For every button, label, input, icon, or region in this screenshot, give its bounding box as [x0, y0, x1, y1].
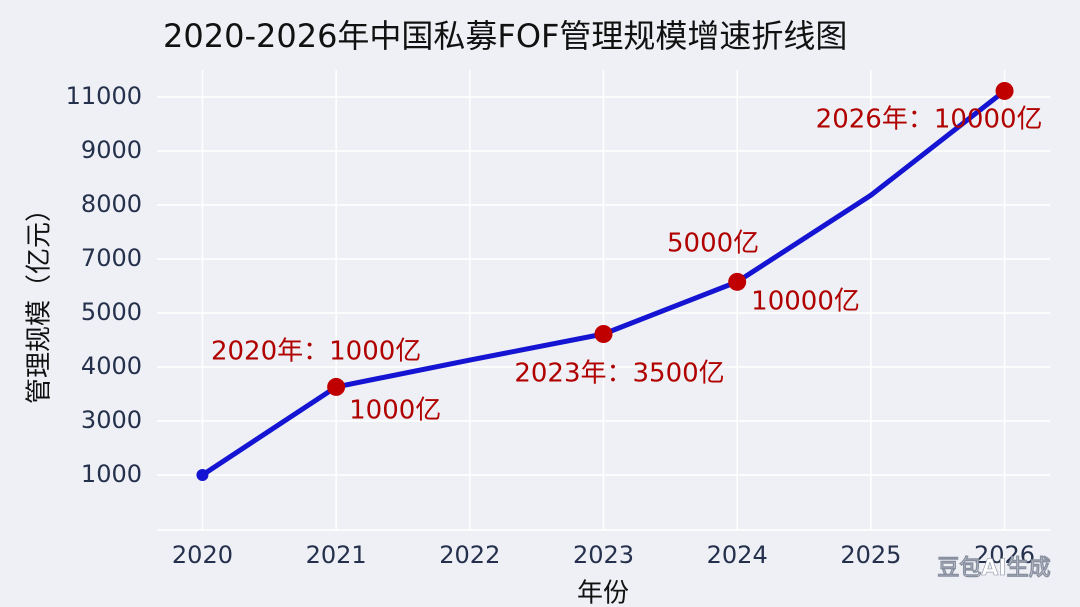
x-axis-label: 年份: [577, 579, 629, 607]
x-tick-label: 2026: [974, 541, 1035, 569]
data-point: [594, 325, 613, 344]
x-tick-label: 2020: [172, 541, 233, 569]
x-tick-label: 2023: [573, 541, 634, 569]
y-tick-label: 9000: [81, 136, 142, 164]
x-tick-label: 2021: [306, 541, 367, 569]
y-tick-label: 7000: [81, 244, 142, 272]
x-tick-label: 2024: [707, 541, 768, 569]
chart-title: 2020-2026年中国私募FOF管理规模增速折线图: [163, 17, 847, 55]
annotation: 1000亿: [349, 395, 441, 425]
annotation: 2023年：3500亿: [514, 359, 724, 389]
y-tick-label: 3000: [81, 406, 142, 434]
x-tick-label: 2025: [840, 541, 901, 569]
annotation: 2026年：10000亿: [816, 104, 1043, 134]
data-point: [327, 377, 346, 396]
y-axis-label: 管理规模（亿元）: [25, 196, 55, 404]
annotation: 10000亿: [751, 286, 860, 316]
y-tick-label: 5000: [81, 298, 142, 326]
y-tick-label: 11000: [66, 82, 142, 110]
x-tick-label: 2022: [439, 541, 500, 569]
data-point: [196, 468, 209, 481]
annotation: 2020年：1000亿: [211, 336, 421, 366]
data-point: [728, 272, 747, 291]
y-tick-label: 1000: [81, 460, 142, 488]
data-point: [995, 81, 1014, 100]
annotation: 5000亿: [667, 228, 759, 258]
y-tick-label: 8000: [81, 190, 142, 218]
y-tick-label: 4000: [81, 352, 142, 380]
watermark: 豆包AI生成: [937, 555, 1050, 581]
